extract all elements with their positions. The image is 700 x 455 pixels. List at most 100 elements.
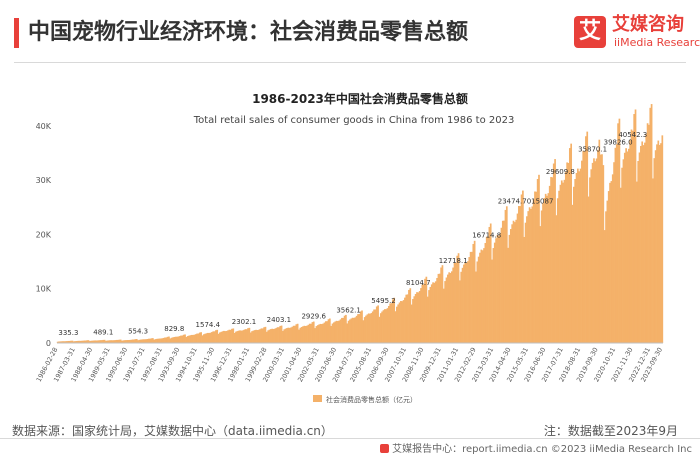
bar <box>227 330 229 343</box>
bar <box>495 238 497 343</box>
bar <box>320 324 323 343</box>
bar <box>351 317 354 343</box>
bar <box>570 143 573 343</box>
bar <box>568 148 571 343</box>
bar <box>619 187 622 343</box>
bar <box>532 199 535 343</box>
bar <box>578 171 581 343</box>
bar <box>334 321 337 343</box>
bar <box>430 284 433 343</box>
bar <box>361 310 363 343</box>
bar <box>288 327 291 343</box>
bar <box>350 318 353 343</box>
bar <box>324 321 327 343</box>
bar <box>139 339 142 343</box>
bar <box>280 325 283 343</box>
bar <box>212 331 215 343</box>
bar <box>256 330 259 343</box>
bar <box>221 331 224 343</box>
bar <box>654 150 657 343</box>
bar <box>546 195 548 343</box>
bar <box>141 339 143 343</box>
bar <box>410 304 413 343</box>
bar <box>555 215 558 343</box>
bar <box>610 181 613 343</box>
bar <box>261 328 264 343</box>
copyright-footer: 艾媒报告中心：report.iimedia.cn ©2023 iiMedia R… <box>380 440 692 455</box>
bar <box>130 339 133 343</box>
bar <box>401 301 404 343</box>
bar <box>381 311 383 343</box>
bar <box>375 306 378 343</box>
bar <box>164 337 166 343</box>
bar <box>353 317 355 343</box>
bar <box>99 340 102 343</box>
bar <box>111 340 114 343</box>
bar <box>550 176 552 343</box>
bar <box>460 271 463 343</box>
bar <box>231 328 233 343</box>
bar <box>650 104 653 343</box>
bar <box>661 135 664 343</box>
bar <box>417 292 420 343</box>
bar <box>496 234 499 343</box>
bar <box>438 273 441 343</box>
bar <box>177 336 180 343</box>
bar <box>476 261 479 343</box>
bar <box>84 340 87 343</box>
bar <box>607 191 610 343</box>
data-label: 8104.7 <box>406 279 431 287</box>
bar <box>358 314 361 343</box>
bar <box>467 261 469 343</box>
bar <box>339 319 342 343</box>
bar <box>424 278 426 343</box>
bar <box>147 338 150 343</box>
bar <box>196 333 198 343</box>
data-label: 23474.7015087 <box>498 197 554 205</box>
bar <box>559 184 562 343</box>
bar <box>349 319 351 343</box>
bar <box>387 306 390 343</box>
bar <box>586 131 589 343</box>
bar <box>127 340 130 343</box>
bar <box>168 336 170 343</box>
bar <box>299 327 302 343</box>
bar <box>393 297 396 343</box>
bar <box>579 168 582 343</box>
bar <box>432 282 434 343</box>
bar <box>367 313 370 343</box>
bar <box>224 331 227 343</box>
bar <box>355 315 358 343</box>
bar <box>118 339 121 343</box>
bar <box>652 178 654 343</box>
bar <box>543 197 546 343</box>
bar <box>341 317 343 343</box>
data-label: 2929.6 <box>301 313 326 321</box>
bar <box>138 339 141 343</box>
bar <box>452 267 455 343</box>
bar <box>233 332 236 343</box>
bar <box>66 341 68 343</box>
bar <box>491 259 493 343</box>
bar <box>469 251 472 343</box>
bar <box>154 339 157 343</box>
bar <box>497 235 500 343</box>
bar <box>71 340 74 343</box>
bar <box>418 291 421 343</box>
bar <box>500 227 503 343</box>
y-tick-label: 0 <box>46 339 51 348</box>
bar <box>274 328 276 343</box>
bar <box>105 340 107 343</box>
bar <box>479 252 481 343</box>
bar <box>487 236 489 343</box>
data-label: 554.3 <box>128 328 148 336</box>
data-label: 3562.1 <box>336 306 361 314</box>
bar <box>603 230 606 343</box>
bar <box>445 277 448 343</box>
bar <box>551 177 554 343</box>
bar <box>503 220 505 343</box>
header-divider <box>14 62 686 63</box>
bar <box>290 327 292 343</box>
bar <box>626 151 629 343</box>
bar <box>583 151 586 343</box>
